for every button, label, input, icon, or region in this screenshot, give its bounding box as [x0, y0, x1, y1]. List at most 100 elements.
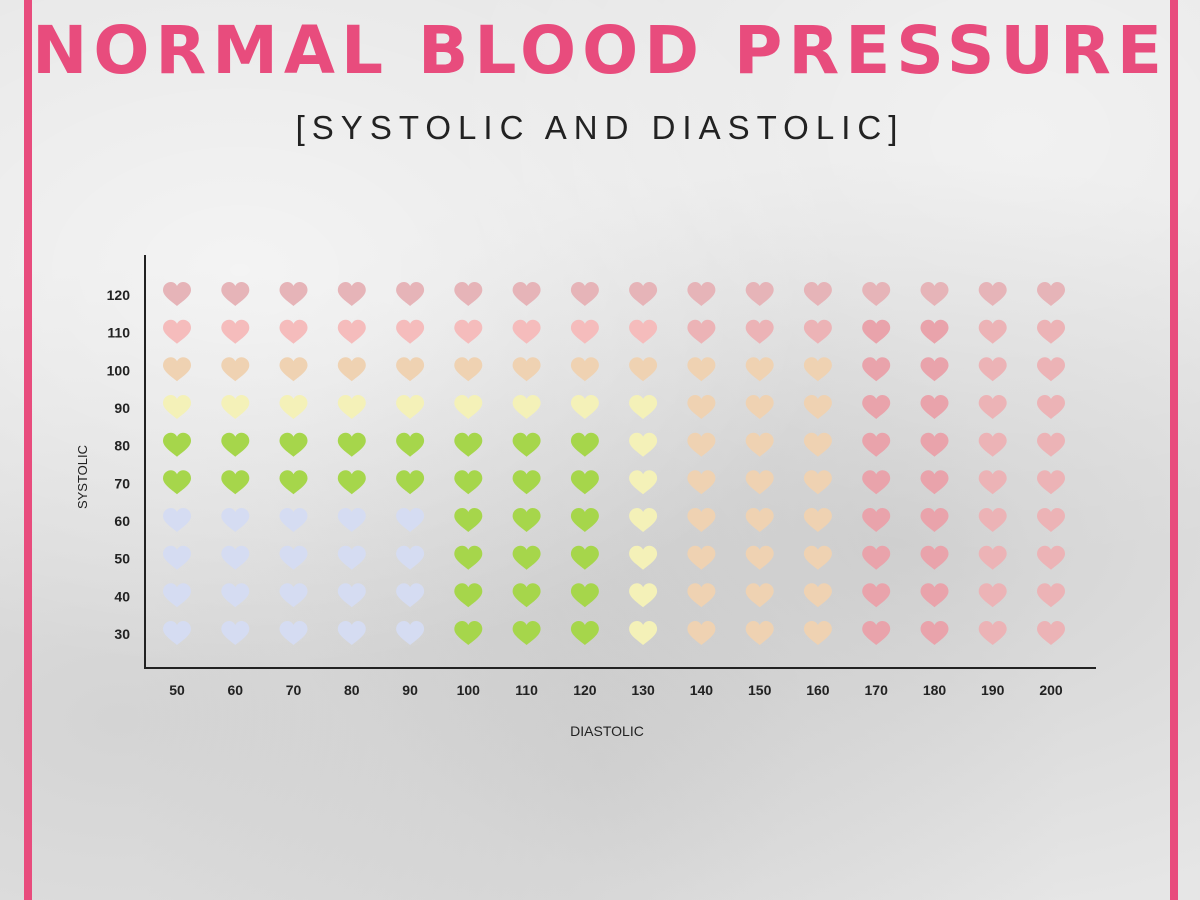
heart-icon	[1037, 395, 1065, 419]
heart-icon	[454, 432, 483, 457]
heart-icon	[745, 395, 774, 419]
heart-icon	[978, 357, 1007, 382]
heart-icon	[920, 319, 949, 344]
heart-icon	[745, 357, 774, 382]
y-tick-label: 90	[114, 400, 130, 416]
x-tick-label: 190	[981, 682, 1005, 698]
heart-icon	[862, 357, 891, 382]
heart-icon	[978, 282, 1007, 306]
heart-icon	[396, 508, 425, 532]
heart-icon	[803, 545, 832, 570]
heart-icon	[862, 583, 891, 608]
heart-grid	[163, 282, 1065, 645]
x-tick-label: 70	[286, 682, 302, 698]
y-tick-label: 40	[114, 588, 130, 604]
x-tick-label: 130	[631, 682, 655, 698]
heart-icon	[221, 282, 250, 306]
heart-icon	[687, 319, 716, 344]
x-tick-label: 170	[865, 682, 889, 698]
heart-icon	[978, 583, 1007, 608]
heart-icon	[1037, 282, 1065, 306]
heart-icon	[862, 319, 891, 344]
heart-icon	[687, 508, 716, 532]
heart-icon	[745, 319, 774, 344]
heart-icon	[454, 545, 483, 570]
heart-icon	[396, 583, 425, 608]
heart-icon	[745, 621, 774, 645]
heart-icon	[745, 583, 774, 608]
heart-icon	[163, 432, 191, 457]
heart-icon	[803, 470, 832, 495]
y-tick-label: 80	[114, 438, 130, 454]
heart-icon	[454, 319, 483, 344]
heart-icon	[687, 282, 716, 306]
y-tick-label: 50	[114, 551, 130, 567]
heart-icon	[862, 282, 891, 306]
heart-icon	[279, 319, 308, 344]
heart-icon	[920, 395, 949, 419]
heart-icon	[221, 432, 250, 457]
heart-icon	[221, 470, 250, 495]
heart-icon	[745, 508, 774, 532]
heart-icon	[337, 470, 366, 495]
heart-icon	[629, 395, 658, 419]
heart-icon	[454, 395, 483, 419]
heart-icon	[454, 621, 483, 645]
heart-icon	[512, 395, 541, 419]
heart-icon	[337, 395, 366, 419]
heart-icon	[396, 432, 425, 457]
heart-icon	[978, 621, 1007, 645]
heart-icon	[978, 319, 1007, 344]
heart-icon	[687, 621, 716, 645]
heart-icon	[163, 470, 191, 495]
heart-icon	[920, 357, 949, 382]
heart-icon	[221, 508, 250, 532]
heart-icon	[745, 470, 774, 495]
heart-icon	[396, 545, 425, 570]
heart-icon	[745, 282, 774, 306]
heart-icon	[512, 432, 541, 457]
heart-icon	[454, 282, 483, 306]
heart-icon	[1037, 621, 1065, 645]
heart-icon	[279, 282, 308, 306]
x-tick-label: 90	[402, 682, 418, 698]
heart-icon	[337, 583, 366, 608]
heart-icon	[337, 508, 366, 532]
heart-icon	[803, 508, 832, 532]
heart-icon	[803, 432, 832, 457]
y-tick-label: 60	[114, 513, 130, 529]
heart-icon	[1037, 583, 1065, 608]
heart-icon	[163, 395, 191, 419]
heart-icon	[803, 282, 832, 306]
x-tick-label: 200	[1039, 682, 1063, 698]
heart-icon	[396, 282, 425, 306]
heart-icon	[1037, 545, 1065, 570]
heart-icon	[1037, 508, 1065, 532]
y-axis-label: SYSTOLIC	[75, 445, 90, 509]
heart-icon	[337, 282, 366, 306]
page-subtitle: [SYSTOLIC AND DIASTOLIC]	[295, 109, 905, 146]
heart-icon	[396, 621, 425, 645]
heart-icon	[279, 357, 308, 382]
heart-icon	[920, 432, 949, 457]
heart-icon	[221, 395, 250, 419]
heart-icon	[163, 319, 191, 344]
y-tick-label: 120	[107, 287, 131, 303]
heart-icon	[803, 395, 832, 419]
heart-icon	[221, 621, 250, 645]
heart-icon	[570, 470, 599, 495]
heart-icon	[512, 282, 541, 306]
heart-icon	[512, 545, 541, 570]
heart-icon	[920, 282, 949, 306]
x-tick-label: 150	[748, 682, 772, 698]
heart-icon	[862, 395, 891, 419]
heart-icon	[570, 282, 599, 306]
heart-icon	[279, 545, 308, 570]
heart-icon	[279, 432, 308, 457]
heart-icon	[337, 432, 366, 457]
heart-icon	[396, 319, 425, 344]
y-tick-label: 100	[107, 362, 131, 378]
heart-icon	[454, 470, 483, 495]
heart-icon	[687, 395, 716, 419]
heart-icon	[803, 319, 832, 344]
